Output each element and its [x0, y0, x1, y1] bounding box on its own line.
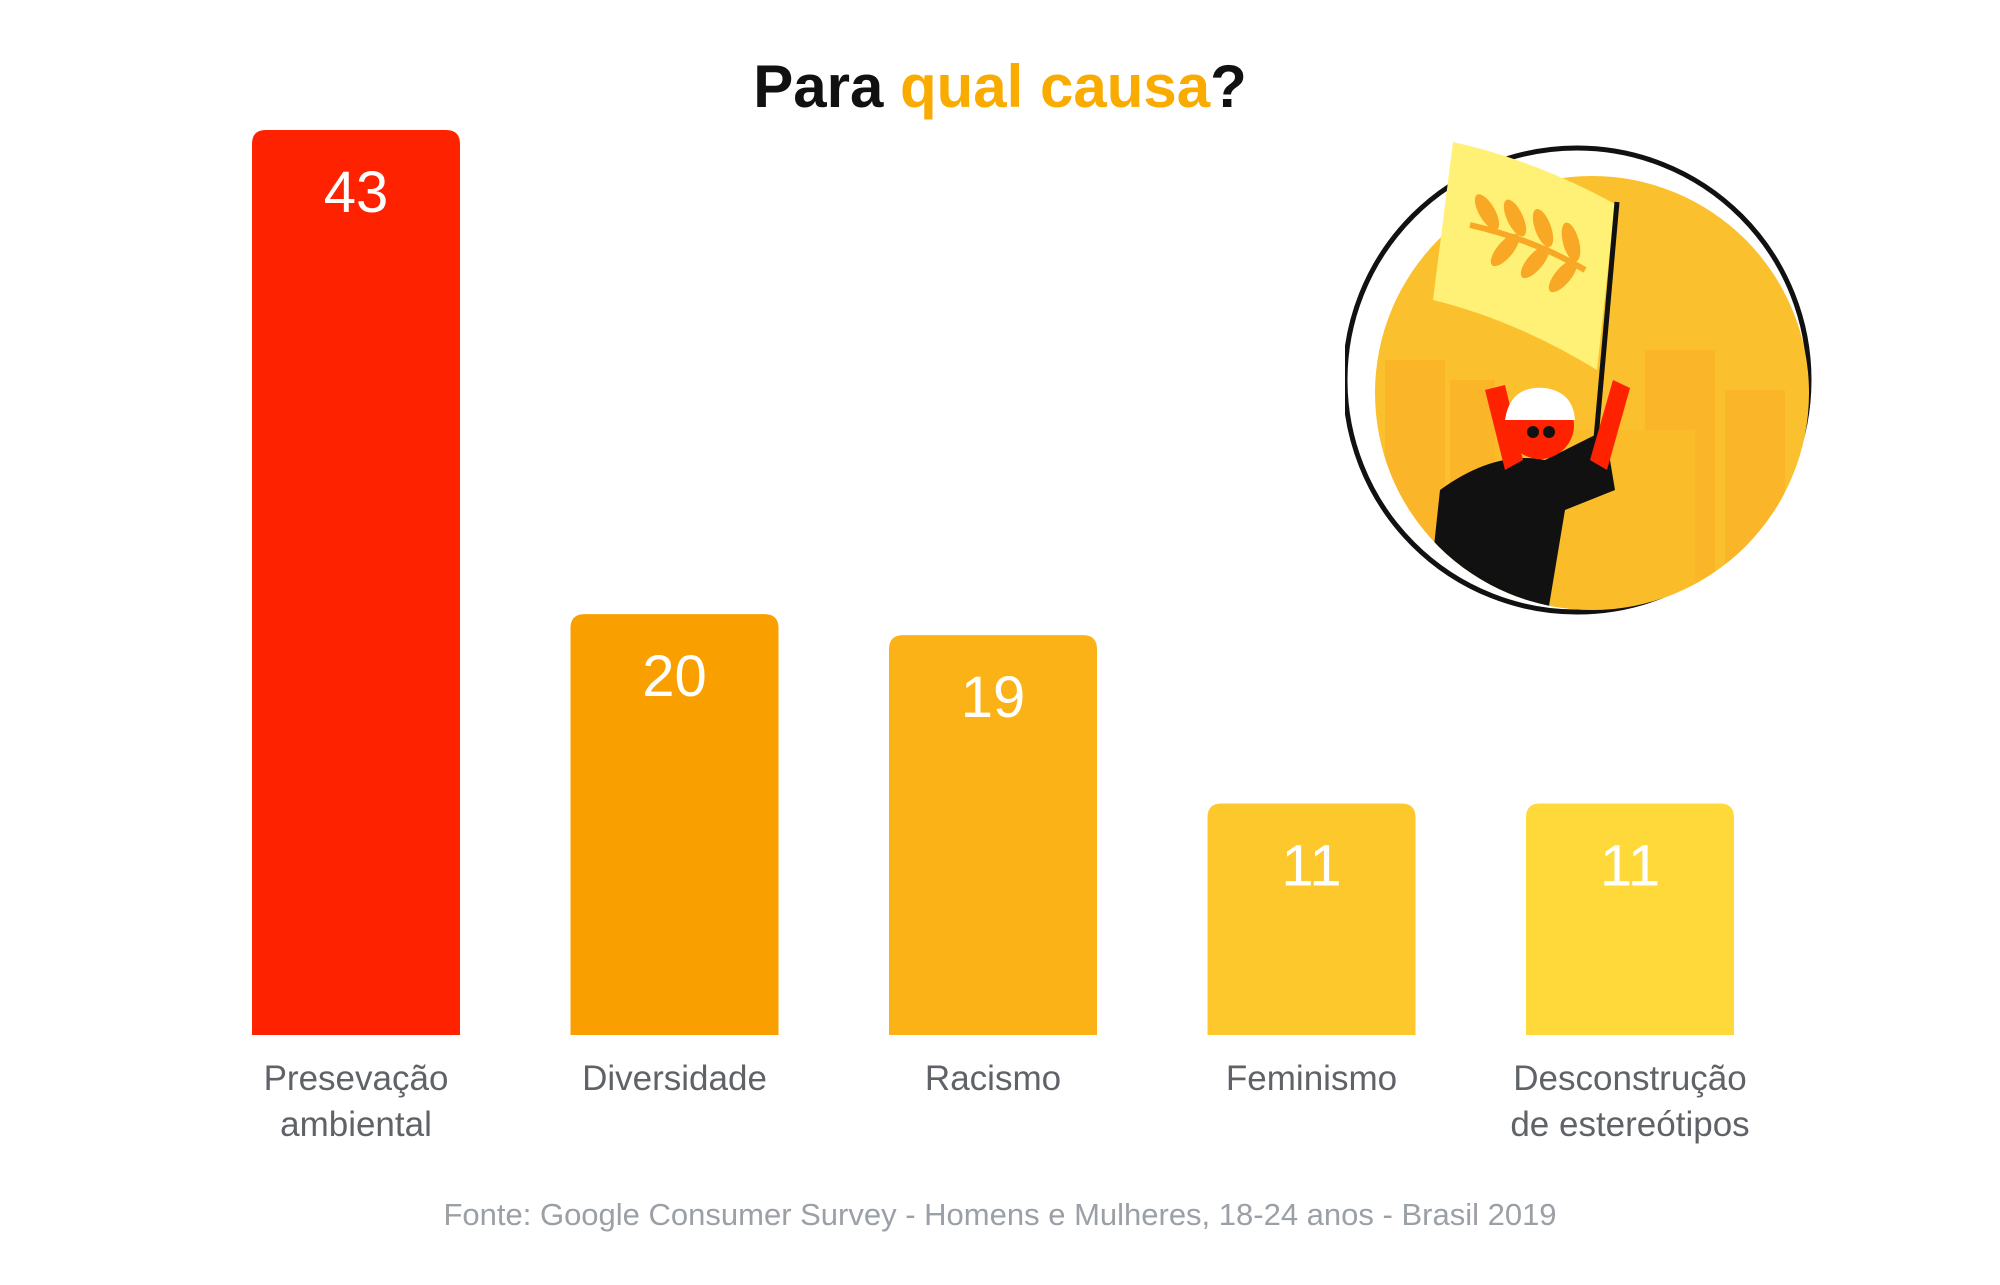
left-arm [1485, 385, 1523, 470]
category-label: Presevação ambiental [264, 1059, 449, 1144]
title-part2: ? [1210, 53, 1247, 120]
bar [1526, 803, 1734, 1035]
category-label-line: Desconstrução [1513, 1059, 1746, 1098]
category-label-line: ambiental [280, 1105, 432, 1144]
bar-chart: 43 Presevação ambiental 20 Diversidade 19 Raci… [252, 130, 1750, 1144]
bar [1207, 803, 1416, 1035]
olive-branch-icon [1469, 194, 1587, 293]
category-label-line: Racismo [925, 1059, 1061, 1098]
category-label-line: Diversidade [582, 1059, 767, 1098]
bar-value-label: 20 [642, 644, 707, 709]
category-label: Desconstrução de estereótipos [1510, 1059, 1749, 1144]
illustration-circle-outline [1345, 145, 1812, 615]
right-arm [1590, 380, 1630, 470]
protester-with-flag-icon [1345, 142, 1812, 615]
title-part1: Para [753, 53, 900, 120]
bar [570, 614, 779, 1035]
bar-value-label: 43 [324, 160, 389, 225]
bar-value-label: 11 [1600, 833, 1660, 898]
bar [252, 130, 460, 1035]
title-accent: qual causa [899, 53, 1211, 120]
chart-title: Para qual causa? [0, 52, 2000, 121]
category-label-line: Presevação [264, 1059, 449, 1098]
bar [889, 635, 1097, 1035]
source-note: Fonte: Google Consumer Survey - Homens e… [443, 1197, 1557, 1232]
cap [1505, 387, 1575, 420]
bar-value-label: 19 [961, 665, 1026, 730]
category-label: Feminismo [1226, 1059, 1397, 1098]
category-label: Racismo [925, 1059, 1061, 1098]
category-label-line: Feminismo [1226, 1059, 1397, 1098]
category-label-line: de estereótipos [1510, 1105, 1749, 1144]
bar-value-label: 11 [1281, 833, 1341, 898]
category-label: Diversidade [582, 1059, 767, 1098]
